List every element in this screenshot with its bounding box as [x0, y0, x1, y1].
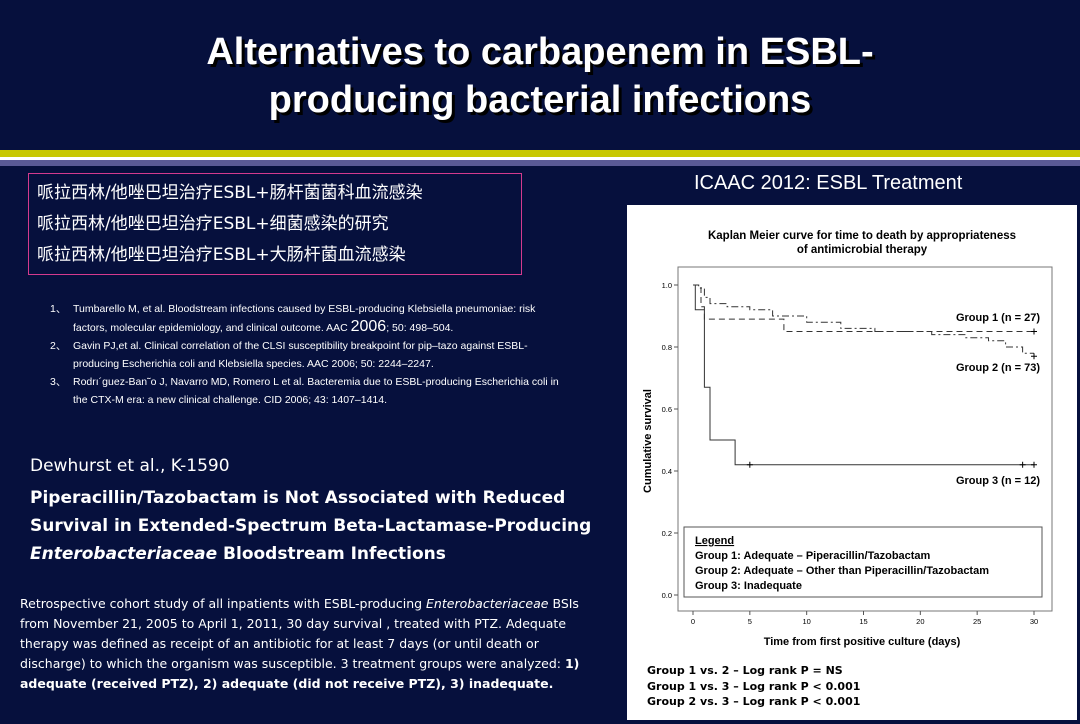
study-line: adequate (received PTZ), 2) adequate (di… — [20, 674, 610, 694]
x-tick-label: 10 — [802, 617, 810, 626]
x-tick-label: 0 — [691, 617, 695, 626]
study-bold: 1) — [564, 656, 580, 671]
y-tick-label: 0.0 — [662, 591, 672, 600]
x-tick-label: 30 — [1030, 617, 1038, 626]
logrank-line: Group 2 vs. 3 – Log rank P < 0.001 — [647, 695, 861, 708]
reference-item: 2、 Gavin PJ,et al. Clinical correlation … — [50, 337, 610, 373]
reference-list: 1、 Tumbarello M, et al. Bloodstream infe… — [50, 300, 610, 409]
chart-legend: Legend Group 1: Adequate – Piperacillin/… — [683, 526, 1043, 598]
study-text-tail: BSIs — [548, 596, 579, 611]
study-line: discharge) to which the organism was sus… — [20, 654, 610, 674]
study-line: Retrospective cohort study of all inpati… — [20, 594, 610, 614]
reference-item: 1、 Tumbarello M, et al. Bloodstream infe… — [50, 300, 610, 337]
study-text: discharge) to which the organism was sus… — [20, 656, 565, 671]
logrank-results: Group 1 vs. 2 – Log rank P = NS Group 1 … — [647, 663, 860, 710]
x-tick-label: 20 — [916, 617, 924, 626]
reference-line: factors, molecular epidemiology, and cli… — [73, 318, 610, 337]
y-tick-label: 0.2 — [662, 529, 672, 538]
reference-line: Tumbarello M, et al. Bloodstream infecti… — [73, 303, 536, 315]
reference-line: Rodrı´guez-Ban˜o J, Navarro MD, Romero L… — [73, 376, 559, 388]
censor-mark-group-3 — [1019, 461, 1026, 468]
series-label-group-2: Group 2 (n = 73) — [956, 362, 1040, 374]
header-band-purple — [0, 160, 1080, 166]
y-axis-label: Cumulative survival — [642, 389, 654, 493]
study-description: Retrospective cohort study of all inpati… — [20, 594, 610, 694]
y-tick-label: 1.0 — [662, 281, 672, 290]
title-line-2: producing bacterial infections — [268, 79, 812, 121]
chinese-topics-box: 哌拉西林/他唑巴坦治疗ESBL+肠杆菌菌科血流感染 哌拉西林/他唑巴坦治疗ESB… — [28, 173, 522, 275]
abstract-author: Dewhurst et al., K-1590 — [30, 456, 230, 476]
kaplan-meier-chart: Kaplan Meier curve for time to death by … — [642, 230, 1053, 648]
y-axis: 0.0 0.2 0.4 0.6 0.8 1.0 — [662, 281, 678, 600]
x-axis-label: Time from first positive culture (days) — [764, 636, 961, 648]
legend-entry-group-3: Group 3: Inadequate — [695, 580, 802, 592]
study-text: Retrospective cohort study of all inpati… — [20, 596, 427, 611]
abstract-title-line: Survival in Extended-Spectrum Beta-Lacta… — [30, 516, 592, 536]
censor-mark-group-3 — [746, 461, 753, 468]
reference-line: producing Escherichia coli and Klebsiell… — [73, 358, 434, 370]
chart-title-line-1: Kaplan Meier curve for time to death by … — [708, 230, 1016, 242]
abstract-title: Piperacillin/Tazobactam is Not Associate… — [30, 484, 630, 568]
legend-box — [683, 526, 1043, 598]
survival-series — [693, 284, 1034, 466]
reference-line: Gavin PJ,et al. Clinical correlation of … — [73, 340, 528, 352]
header-band-yellow — [0, 150, 1080, 157]
abstract-title-rest: Bloodstream Infections — [217, 544, 446, 564]
y-tick-label: 0.4 — [662, 467, 672, 476]
reference-number: 2、 — [50, 340, 67, 352]
censor-mark-group-3 — [1031, 461, 1037, 468]
study-line: from November 21, 2005 to April 1, 2011,… — [20, 616, 567, 631]
study-line: therapy was defined as receipt of an ant… — [20, 636, 539, 651]
series-label-group-1: Group 1 (n = 27) — [956, 312, 1040, 324]
abstract-title-italic: Enterobacteriaceae — [30, 544, 218, 564]
logrank-line: Group 1 vs. 2 – Log rank P = NS — [647, 664, 843, 677]
reference-item: 3、 Rodrı´guez-Ban˜o J, Navarro MD, Romer… — [50, 373, 610, 409]
censor-marks — [746, 328, 1037, 468]
legend-entry-group-2: Group 2: Adequate – Other than Piperacil… — [695, 565, 989, 577]
logrank-line: Group 1 vs. 3 – Log rank P < 0.001 — [647, 679, 861, 693]
reference-number: 1、 — [50, 303, 67, 315]
censor-mark-group-1 — [1031, 328, 1037, 335]
x-tick-label: 5 — [748, 617, 752, 626]
series-line-group-1 — [693, 284, 1034, 332]
chinese-topic-2: 哌拉西林/他唑巴坦治疗ESBL+细菌感染的研究 — [37, 214, 389, 234]
study-bold: adequate (received PTZ), 2) adequate (di… — [20, 676, 554, 691]
series-line-group-2 — [693, 284, 1034, 354]
title-line-1: Alternatives to carbapenem in ESBL- — [206, 31, 874, 73]
reference-line-tail: ; 50: 498–504. — [386, 322, 454, 334]
series-label-group-3: Group 3 (n = 12) — [956, 475, 1040, 487]
icaac-label: ICAAC 2012: ESBL Treatment — [694, 172, 963, 194]
x-tick-label: 25 — [973, 617, 981, 626]
reference-year: 2006 — [350, 318, 387, 335]
chart-title-line-2: of antimicrobial therapy — [797, 244, 928, 256]
reference-number: 3、 — [50, 376, 67, 388]
reference-line: the CTX-M era: a new clinical challenge.… — [73, 394, 388, 406]
x-axis: 0 5 10 15 20 25 30 — [691, 611, 1038, 626]
series-line-group-3 — [693, 284, 1034, 466]
y-tick-label: 0.6 — [662, 405, 672, 414]
x-tick-label: 15 — [859, 617, 867, 626]
slide-title: Alternatives to carbapenem in ESBL- prod… — [0, 28, 1080, 124]
chart-panel: Kaplan Meier curve for time to death by … — [627, 205, 1077, 720]
legend-entry-group-1: Group 1: Adequate – Piperacillin/Tazobac… — [695, 550, 931, 562]
header-band-white — [0, 157, 1080, 160]
abstract-title-line: Enterobacteriaceae Bloodstream Infection… — [30, 540, 630, 568]
abstract-title-line: Piperacillin/Tazobactam is Not Associate… — [30, 488, 566, 508]
y-tick-label: 0.8 — [662, 343, 672, 352]
legend-heading: Legend — [695, 535, 734, 547]
reference-line-text: factors, molecular epidemiology, and cli… — [73, 322, 351, 334]
study-italic: Enterobacteriaceae — [426, 596, 549, 611]
chinese-topic-3: 哌拉西林/他唑巴坦治疗ESBL+大肠杆菌血流感染 — [37, 245, 406, 265]
chinese-topic-1: 哌拉西林/他唑巴坦治疗ESBL+肠杆菌菌科血流感染 — [37, 183, 423, 203]
censor-mark-group-2 — [1031, 353, 1037, 360]
